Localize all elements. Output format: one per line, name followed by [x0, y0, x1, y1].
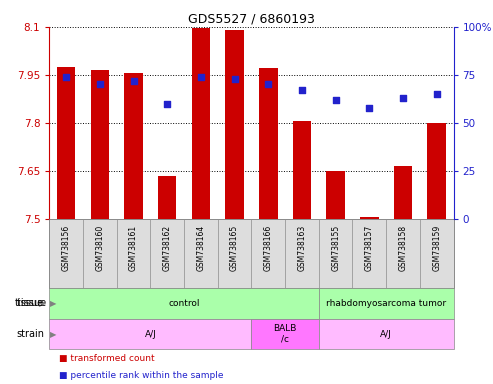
Bar — [394, 166, 412, 219]
FancyBboxPatch shape — [319, 288, 454, 319]
Text: ▶: ▶ — [50, 299, 56, 308]
Text: strain: strain — [16, 329, 44, 339]
Text: GSM738162: GSM738162 — [163, 224, 172, 271]
Text: ■ transformed count: ■ transformed count — [59, 354, 155, 363]
Bar — [225, 30, 244, 219]
Point — [96, 81, 104, 88]
Title: GDS5527 / 6860193: GDS5527 / 6860193 — [188, 13, 315, 26]
Text: GSM738165: GSM738165 — [230, 224, 239, 271]
Point — [231, 76, 239, 82]
FancyBboxPatch shape — [285, 219, 319, 288]
Text: GSM738164: GSM738164 — [196, 224, 206, 271]
FancyBboxPatch shape — [218, 219, 251, 288]
Text: GSM738159: GSM738159 — [432, 224, 441, 271]
FancyBboxPatch shape — [352, 219, 386, 288]
FancyBboxPatch shape — [117, 219, 150, 288]
FancyBboxPatch shape — [386, 219, 420, 288]
Text: control: control — [168, 299, 200, 308]
Point — [163, 101, 171, 107]
Text: GSM738160: GSM738160 — [95, 224, 105, 271]
Text: GSM738163: GSM738163 — [297, 224, 307, 271]
Bar — [57, 67, 75, 219]
FancyBboxPatch shape — [49, 219, 454, 288]
Point — [197, 74, 205, 80]
Bar — [91, 70, 109, 219]
Text: ■ percentile rank within the sample: ■ percentile rank within the sample — [59, 371, 224, 380]
Bar — [360, 217, 379, 219]
FancyBboxPatch shape — [49, 288, 319, 319]
Text: GSM738161: GSM738161 — [129, 224, 138, 271]
FancyBboxPatch shape — [49, 219, 83, 288]
Point — [264, 81, 272, 88]
FancyBboxPatch shape — [83, 219, 117, 288]
Point — [62, 74, 70, 80]
FancyBboxPatch shape — [184, 219, 218, 288]
FancyBboxPatch shape — [251, 219, 285, 288]
FancyBboxPatch shape — [319, 319, 454, 349]
Bar — [124, 73, 143, 219]
Text: GSM738155: GSM738155 — [331, 224, 340, 271]
Text: GSM738156: GSM738156 — [62, 224, 70, 271]
Point — [433, 91, 441, 97]
Text: BALB
/c: BALB /c — [274, 324, 297, 344]
Bar — [293, 121, 311, 219]
Point — [399, 95, 407, 101]
FancyBboxPatch shape — [49, 319, 251, 349]
Text: GSM738157: GSM738157 — [365, 224, 374, 271]
FancyBboxPatch shape — [150, 219, 184, 288]
Bar — [158, 176, 176, 219]
Text: A/J: A/J — [144, 329, 156, 339]
Text: GSM738158: GSM738158 — [398, 224, 408, 271]
Bar — [259, 68, 278, 219]
Text: GSM738166: GSM738166 — [264, 224, 273, 271]
Point — [130, 78, 138, 84]
FancyBboxPatch shape — [420, 219, 454, 288]
Text: tissue: tissue — [15, 298, 44, 308]
Point — [365, 104, 373, 111]
Text: A/J: A/J — [380, 329, 392, 339]
Text: ▶: ▶ — [50, 329, 56, 339]
Point — [298, 87, 306, 93]
Bar — [427, 123, 446, 219]
FancyBboxPatch shape — [251, 319, 319, 349]
Bar — [326, 171, 345, 219]
FancyBboxPatch shape — [319, 219, 352, 288]
Bar — [192, 28, 210, 219]
Point — [332, 97, 340, 103]
Text: tissue: tissue — [17, 298, 49, 308]
Text: rhabdomyosarcoma tumor: rhabdomyosarcoma tumor — [326, 299, 446, 308]
